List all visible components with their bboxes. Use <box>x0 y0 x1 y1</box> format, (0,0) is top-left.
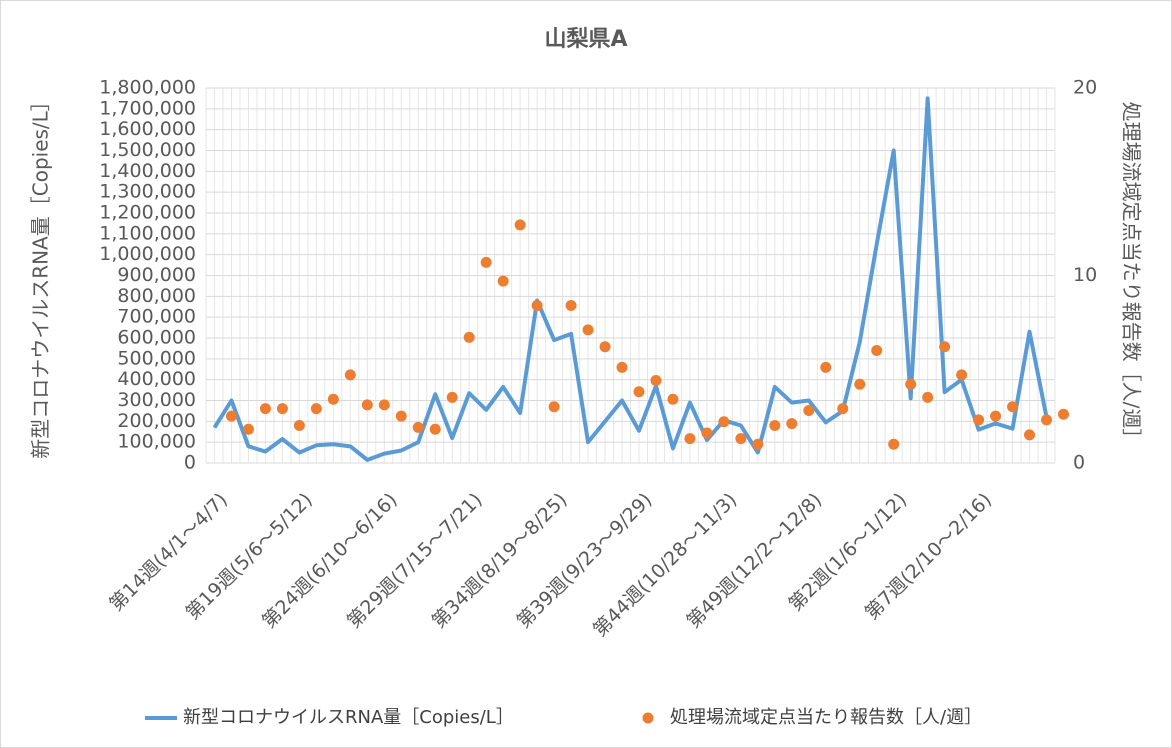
y-tick-label: 700,000 <box>117 306 196 328</box>
scatter-point <box>1057 408 1069 420</box>
y-tick-label: 1,300,000 <box>99 181 196 203</box>
scatter-point <box>939 341 951 353</box>
scatter-point <box>905 378 917 390</box>
y2-tick-label: 0 <box>1073 452 1085 474</box>
scatter-point <box>786 418 798 430</box>
scatter-point <box>1024 429 1036 441</box>
scatter-point <box>735 433 747 445</box>
scatter-point <box>888 438 900 450</box>
scatter-point <box>803 405 815 416</box>
scatter-point <box>973 414 985 426</box>
scatter-point <box>412 421 424 433</box>
chart-title: 山梨県A <box>544 27 627 52</box>
scatter-point <box>718 416 730 428</box>
y-tick-label: 1,200,000 <box>99 202 196 224</box>
y-tick-label: 500,000 <box>117 347 196 369</box>
scatter-point <box>293 420 305 431</box>
scatter-point <box>616 361 628 373</box>
scatter-point <box>1007 401 1019 413</box>
scatter-point <box>633 386 645 398</box>
scatter-point <box>327 393 339 405</box>
scatter-point <box>667 393 679 405</box>
scatter-point <box>650 375 662 386</box>
y-tick-label: 400,000 <box>117 368 196 390</box>
y-tick-label: 0 <box>184 452 196 474</box>
scatter-point <box>990 410 1002 422</box>
scatter-point <box>752 438 764 450</box>
scatter-point <box>242 423 254 435</box>
scatter-point <box>344 369 356 381</box>
scatter-point <box>701 427 713 439</box>
legend-swatch <box>642 712 654 724</box>
scatter-point <box>599 341 611 353</box>
scatter-point <box>378 399 390 411</box>
y-tick-label: 200,000 <box>117 410 196 432</box>
scatter-point <box>922 391 934 403</box>
scatter-point <box>310 403 322 415</box>
y-tick-label: 300,000 <box>117 389 196 411</box>
scatter-point <box>276 403 288 415</box>
scatter-point <box>548 401 560 413</box>
scatter-point <box>463 331 475 343</box>
y2-tick-label: 10 <box>1073 264 1097 286</box>
scatter-point <box>446 391 458 403</box>
scatter-point <box>871 345 883 356</box>
legend-label: 処理場流域定点当たり報告数［人/週］ <box>670 707 982 728</box>
y2-tick-label: 20 <box>1073 77 1097 99</box>
scatter-point <box>1041 414 1053 426</box>
y-tick-label: 800,000 <box>117 285 196 307</box>
scatter-point <box>854 378 866 390</box>
scatter-point <box>531 300 543 311</box>
scatter-point <box>820 361 832 373</box>
y2-axis-title: 処理場流域定点当たり報告数［人/週］ <box>1120 102 1144 449</box>
scatter-point <box>395 410 407 422</box>
line-series <box>212 96 1049 462</box>
legend-label: 新型コロナウイルスRNA量［Copies/L］ <box>183 707 514 728</box>
scatter-point <box>259 403 271 415</box>
scatter-point <box>565 300 577 311</box>
scatter-point <box>514 219 526 231</box>
scatter-point <box>225 410 237 422</box>
scatter-point <box>837 403 849 415</box>
scatter-point <box>582 324 594 336</box>
scatter-point <box>956 369 968 381</box>
scatter-point <box>497 275 509 287</box>
y-tick-label: 1,600,000 <box>99 118 196 140</box>
y-tick-label: 900,000 <box>117 264 196 286</box>
scatter-point <box>361 399 373 411</box>
scatter-point <box>769 420 781 431</box>
scatter-point <box>480 256 492 268</box>
y-tick-label: 1,500,000 <box>99 139 196 161</box>
y-tick-label: 100,000 <box>117 431 196 453</box>
y-tick-label: 1,800,000 <box>99 77 196 99</box>
scatter-point <box>429 423 441 435</box>
y-tick-label: 1,400,000 <box>99 160 196 182</box>
y-tick-label: 1,000,000 <box>99 243 196 265</box>
scatter-point <box>684 433 696 445</box>
y-tick-label: 1,100,000 <box>99 222 196 244</box>
y-axis-title: 新型コロナウイルスRNA量［Copies/L］ <box>29 91 53 459</box>
y-tick-label: 600,000 <box>117 327 196 349</box>
y-tick-label: 1,700,000 <box>99 97 196 119</box>
